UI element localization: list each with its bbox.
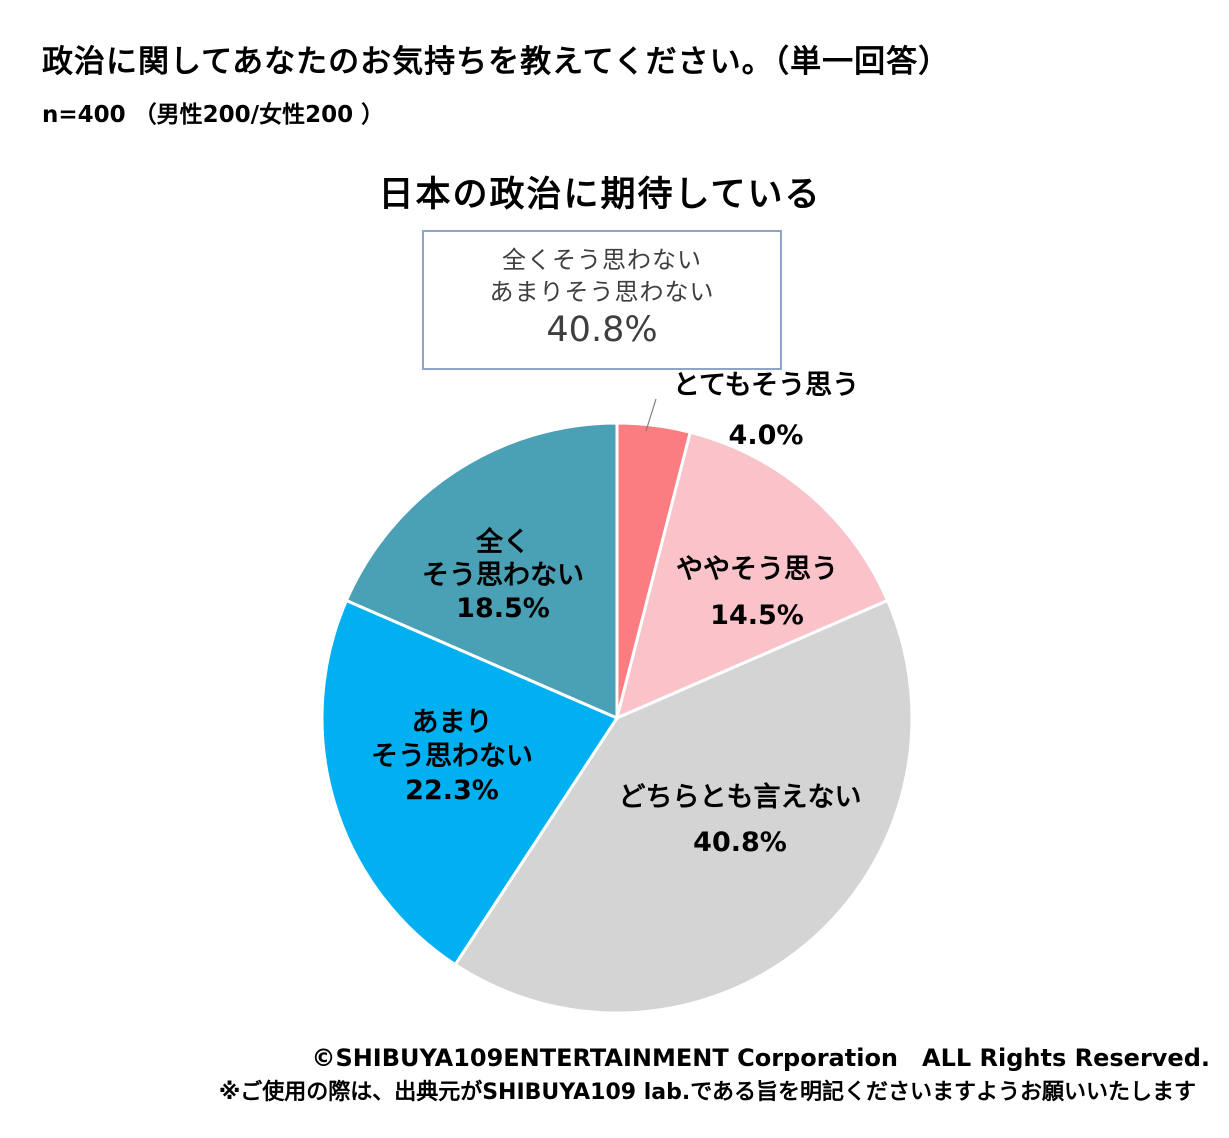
pie-slice-dochiratomo-ienai — [453, 599, 914, 1015]
slice-label-text: ややそう思う — [676, 554, 838, 585]
chart-title: 日本の政治に期待している — [378, 175, 822, 215]
callout-line2: あまりそう思わない — [489, 278, 715, 306]
slice-label-amari-omowanai: あまり そう思わない 22.3% — [371, 706, 533, 808]
slice-label-text: そう思わない — [371, 741, 533, 772]
slice-label-pct: 4.0% — [728, 420, 804, 451]
pie-slice-yaya-souomou — [615, 430, 890, 720]
callout-value: 40.8% — [546, 310, 658, 350]
slice-label-text: 全く — [476, 527, 530, 558]
slice-label-text: どちらとも言えない — [618, 782, 862, 813]
pie-slice-mattaku-omowanai — [344, 421, 619, 720]
slice-label-pct: 14.5% — [710, 600, 804, 631]
slice-label-yaya-souomou: ややそう思う 14.5% — [676, 550, 838, 636]
slice-label-mattaku-omowanai: 全く そう思わない 18.5% — [422, 526, 584, 625]
slice-label-text: そう思わない — [422, 560, 584, 591]
copyright-text: ©SHIBUYA109ENTERTAINMENT Corporation ALL… — [311, 1044, 1210, 1072]
attribution-note: ※ご使用の際は、出典元がSHIBUYA109 lab.である旨を明記くださいます… — [218, 1080, 1196, 1105]
slice-label-dochiratomo-ienai: どちらとも言えない 40.8% — [619, 778, 862, 863]
pie-slice-amari-omowanai — [320, 599, 619, 967]
slice-label-totemo-souomou: とてもそう思う 4.0% — [673, 368, 859, 454]
slice-label-pct: 40.8% — [693, 827, 787, 858]
slice-label-text: とてもそう思う — [672, 370, 860, 401]
slice-label-pct: 22.3% — [405, 775, 499, 806]
callout-line1: 全くそう思わない — [502, 246, 702, 274]
slice-label-text: あまり — [411, 707, 493, 738]
slice-label-pct: 18.5% — [456, 593, 550, 624]
sample-size: n=400 （男性200/女性200 ） — [42, 102, 385, 128]
leader-line-totemo-souomou — [645, 398, 657, 432]
question-title: 政治に関してあなたのお気持ちを教えてください。（単一回答） — [42, 44, 951, 80]
summary-callout-box: 全くそう思わない あまりそう思わない 40.8% — [422, 230, 782, 370]
